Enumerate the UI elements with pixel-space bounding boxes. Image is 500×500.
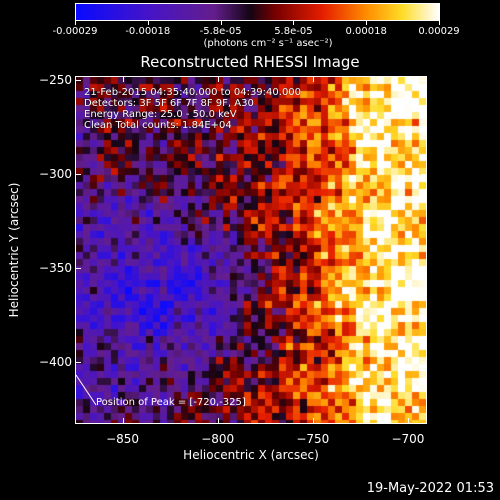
- colorbar-tick: [366, 21, 368, 25]
- annotation-peak-position: Position of Peak = [-720,-325]: [96, 397, 246, 408]
- x-axis-tick: [312, 418, 314, 424]
- y-axis-tick: [75, 267, 81, 269]
- colorbar-tick: [75, 21, 76, 25]
- annotation-energy-range: Energy Range: 25.0 - 50.0 keV: [84, 109, 237, 120]
- x-axis-tick: [217, 418, 219, 424]
- y-axis-tick: [75, 361, 81, 363]
- colorbar-tick-label: -0.00018: [125, 26, 171, 37]
- colorbar-tick-label: -0.00029: [52, 26, 98, 37]
- y-axis-tick: [421, 267, 427, 269]
- x-axis-tick: [122, 76, 124, 82]
- x-axis-title: Heliocentric X (arcsec): [183, 448, 319, 462]
- x-axis-tick: [407, 418, 409, 424]
- x-axis-tick: [407, 76, 409, 82]
- colorbar-tick-label: -5.8e-05: [199, 26, 242, 37]
- chart-title: Reconstructed RHESSI Image: [140, 53, 360, 71]
- colorbar-tick: [220, 21, 222, 25]
- y-axis-tick: [75, 79, 81, 81]
- x-axis-tick: [312, 76, 314, 82]
- colorbar-gradient: [76, 4, 439, 20]
- colorbar-tick: [439, 21, 440, 25]
- annotation-time-range: 21-Feb-2015 04:35:40.000 to 04:39:40.000: [84, 87, 302, 98]
- colorbar-units: (photons cm⁻² s⁻¹ asec⁻²): [203, 38, 333, 49]
- y-axis-tick: [75, 173, 81, 175]
- colorbar-tick-label: 5.8e-05: [274, 26, 313, 37]
- plot-timestamp: 19-May-2022 01:53: [366, 481, 494, 496]
- x-axis-tick-label: −700: [391, 432, 425, 446]
- y-axis-tick-label: −400: [39, 354, 72, 369]
- y-axis-tick: [421, 361, 427, 363]
- y-axis-tick-label: −300: [39, 166, 72, 181]
- x-axis-tick-label: −850: [106, 432, 140, 446]
- x-axis-tick: [217, 76, 219, 82]
- annotation-detectors: Detectors: 3F 5F 6F 7F 8F 9F, A30: [84, 98, 254, 109]
- y-axis-tick: [421, 79, 427, 81]
- x-axis-tick-label: −750: [296, 432, 330, 446]
- y-axis-tick: [421, 173, 427, 175]
- colorbar-tick: [293, 21, 295, 25]
- colorbar-tick: [147, 21, 149, 25]
- y-axis-title: Heliocentric Y (arcsec): [7, 182, 21, 318]
- y-axis-tick-label: −250: [39, 72, 72, 87]
- y-axis-tick-label: −350: [39, 260, 72, 275]
- heatmap-image: [76, 77, 426, 423]
- colorbar: [75, 3, 440, 21]
- colorbar-tick-label: 0.00018: [345, 26, 387, 37]
- annotation-clean-counts: Clean Total counts: 1.84E+04: [84, 120, 232, 131]
- x-axis-tick-label: −800: [201, 432, 235, 446]
- x-axis-tick: [122, 418, 124, 424]
- colorbar-tick-label: 0.00029: [418, 26, 460, 37]
- image-plot-area: 21-Feb-2015 04:35:40.000 to 04:39:40.000…: [75, 76, 427, 424]
